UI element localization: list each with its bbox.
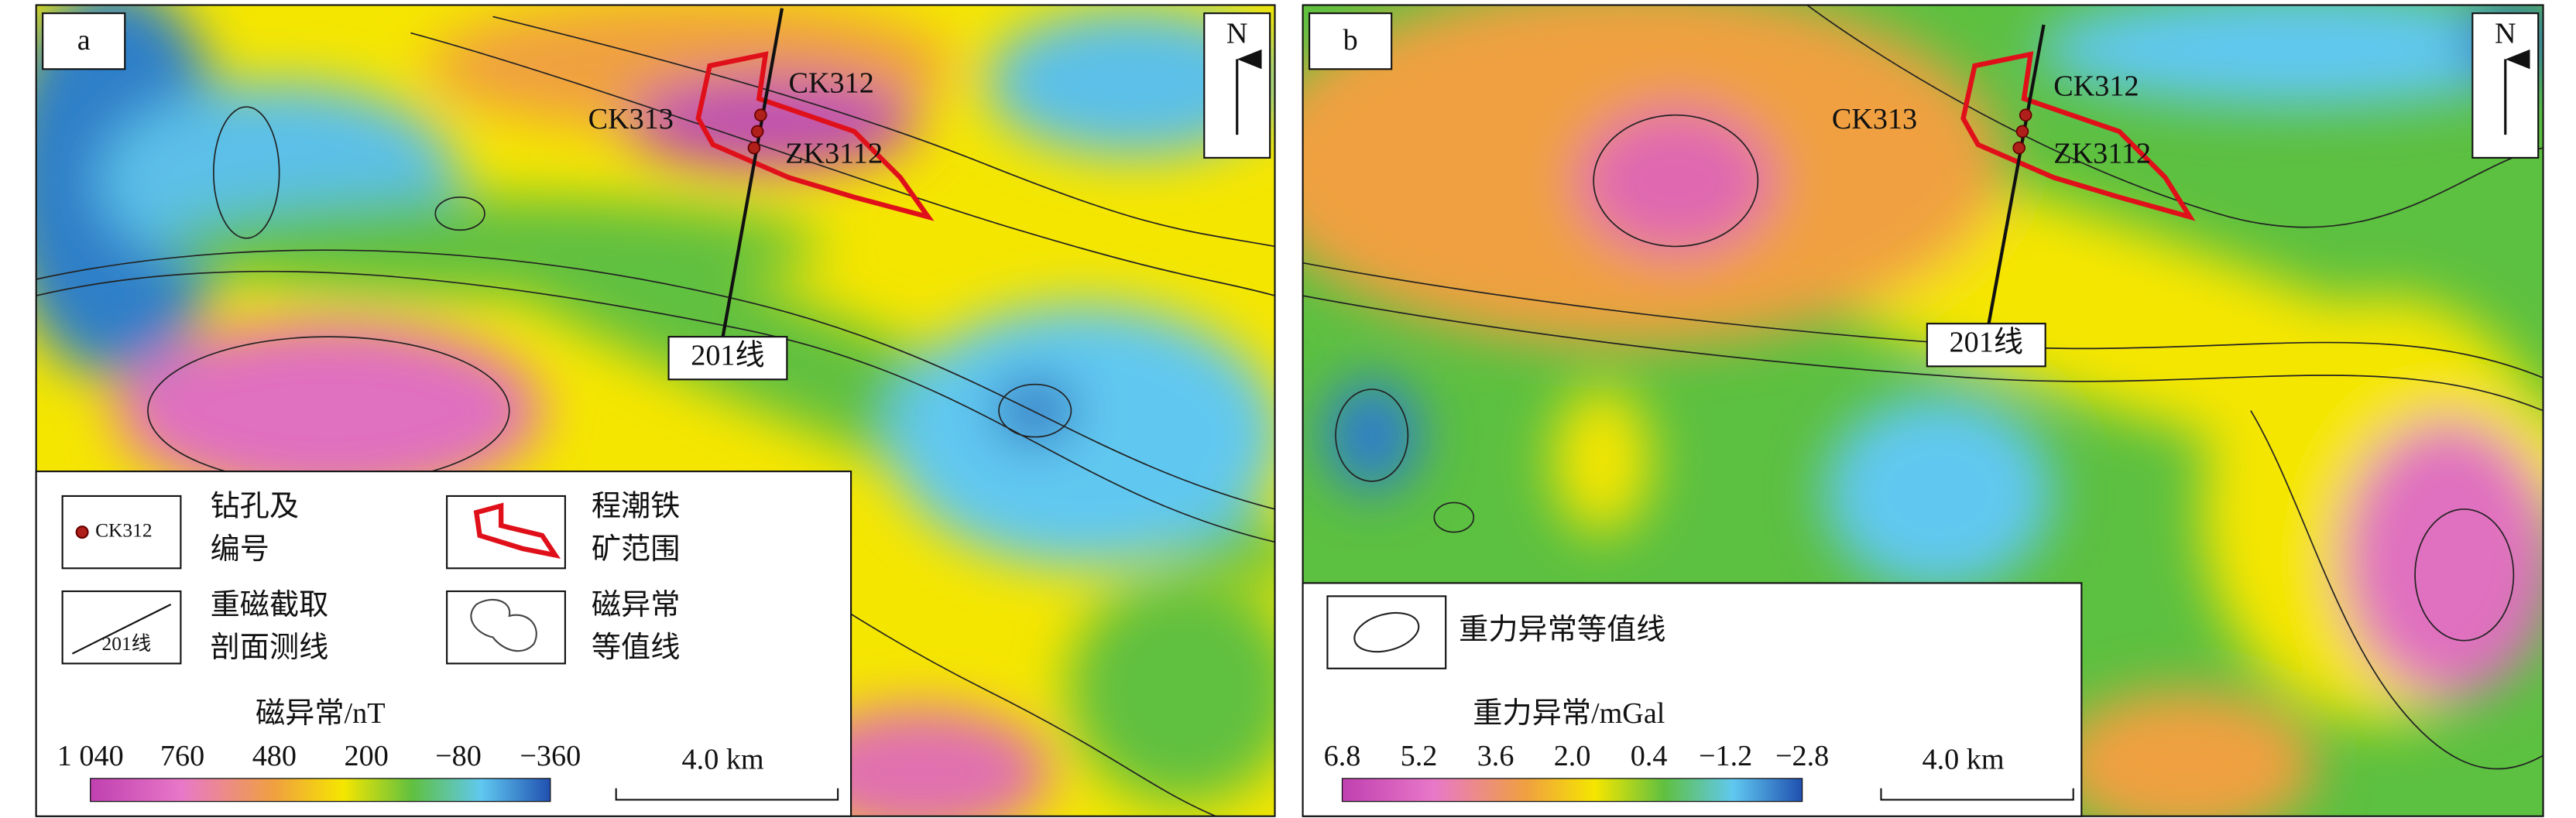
section-line bbox=[1986, 24, 2046, 329]
colorbar-label: 0.4 bbox=[1631, 740, 1668, 772]
north-label: N bbox=[2495, 18, 2516, 50]
section-label: 201线 bbox=[691, 339, 764, 371]
colorbar-label: 200 bbox=[345, 740, 389, 772]
colorbar-label: −2.8 bbox=[1775, 740, 1829, 772]
legend-line bbox=[71, 604, 172, 655]
legend-sample bbox=[61, 590, 182, 665]
colorbar-labels: 1 040 760 480 200 −80 −360 bbox=[57, 740, 581, 772]
colorbar bbox=[90, 778, 551, 803]
section-label: 201线 bbox=[1950, 327, 2023, 359]
legend-ore bbox=[473, 502, 561, 559]
drillhole-label: CK312 bbox=[2053, 70, 2139, 103]
legend-text: 剖面测线 bbox=[211, 631, 329, 664]
legend-text: 编号 bbox=[211, 532, 269, 566]
drillhole-label: ZK3112 bbox=[2053, 138, 2151, 170]
legend-sample-label: CK312 bbox=[95, 519, 153, 541]
colorbar-label: −1.2 bbox=[1699, 740, 1752, 772]
scale-label: 4.0 km bbox=[682, 743, 764, 775]
colorbar-label: 5.2 bbox=[1401, 740, 1438, 772]
legend-text: 钻孔及 bbox=[211, 491, 300, 523]
legend-sample-label: 201线 bbox=[102, 632, 152, 655]
scale-bar bbox=[1880, 788, 2074, 801]
magnetic-map bbox=[36, 5, 1275, 816]
drillholes bbox=[2012, 108, 2032, 155]
legend-text: 重磁截取 bbox=[211, 589, 329, 621]
panel-b-overlay: b N CK312 CK313 ZK3112 201线 重力异常等值线 重力异常… bbox=[1302, 12, 2540, 817]
legend-contour bbox=[470, 598, 537, 652]
legend-text: 重力异常等值线 bbox=[1459, 613, 1665, 646]
drillhole-label: CK313 bbox=[1832, 103, 1917, 135]
colorbar-label: 6.8 bbox=[1324, 740, 1361, 772]
legend-sample bbox=[1326, 595, 1447, 669]
colorbar-title: 重力异常/mGal bbox=[1473, 697, 1665, 730]
ore-boundary bbox=[1960, 51, 2196, 221]
colorbar-label: 480 bbox=[252, 740, 297, 772]
colorbar-label: 1 040 bbox=[57, 740, 124, 772]
drillhole-label: CK313 bbox=[588, 103, 674, 135]
colorbar-label: −80 bbox=[435, 740, 482, 772]
colorbar bbox=[1341, 778, 1803, 803]
drillhole-label: CK312 bbox=[788, 67, 873, 99]
colorbar-labels: 6.8 5.2 3.6 2.0 0.4 −1.2 −2.8 bbox=[1324, 740, 1830, 772]
ore-boundary bbox=[695, 51, 935, 221]
section-label-box bbox=[1926, 323, 2046, 368]
panel-label: a bbox=[77, 24, 91, 56]
panel-a-overlay: a N CK312 CK313 ZK3112 201线 CK312 钻孔及 编号… bbox=[35, 8, 1271, 817]
colorbar-label: 760 bbox=[160, 740, 204, 772]
legend-sample bbox=[446, 495, 566, 570]
drillholes bbox=[747, 108, 767, 155]
colorbar-label: 3.6 bbox=[1477, 740, 1514, 772]
colorbar-label: −360 bbox=[520, 740, 581, 772]
panel-label-box bbox=[1309, 12, 1393, 70]
scale-label: 4.0 km bbox=[1923, 743, 2005, 775]
section-line bbox=[721, 8, 784, 337]
legend-sample bbox=[446, 590, 566, 665]
legend-text: 矿范围 bbox=[592, 532, 681, 566]
drillhole-label: ZK3112 bbox=[785, 138, 883, 170]
panel-label-box bbox=[42, 12, 126, 70]
colorbar-title: 磁异常/nT bbox=[256, 697, 386, 730]
section-label-box bbox=[667, 336, 788, 381]
legend-drillhole bbox=[75, 525, 89, 539]
colorbar-label: 2.0 bbox=[1554, 740, 1591, 772]
legend-text: 磁异常 bbox=[592, 589, 681, 621]
legend-text: 程潮铁 bbox=[592, 491, 681, 523]
legend-contour bbox=[1353, 611, 1420, 653]
panel-label: b bbox=[1343, 24, 1358, 56]
scale-bar bbox=[615, 788, 839, 801]
north-label: N bbox=[1226, 18, 1248, 50]
legend-text: 等值线 bbox=[592, 631, 681, 664]
